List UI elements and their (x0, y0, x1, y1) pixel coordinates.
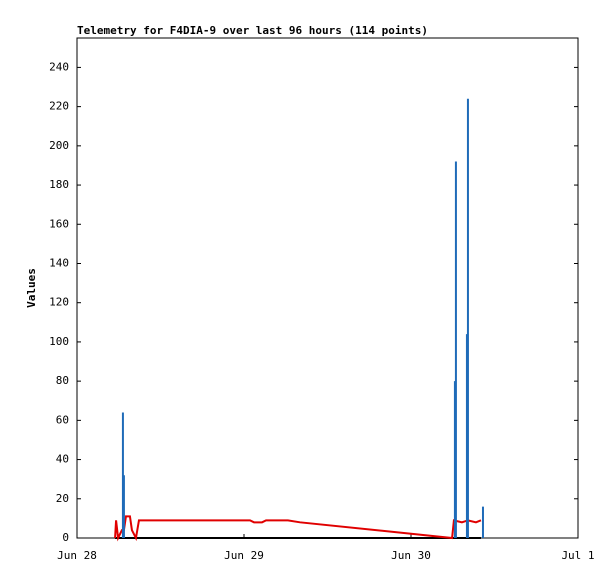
y-tick-label: 180 (49, 178, 69, 191)
x-tick-label: Jun 29 (224, 549, 264, 562)
y-tick-label: 120 (49, 296, 69, 309)
y-tick-label: 100 (49, 335, 69, 348)
chart-title: Telemetry for F4DIA-9 over last 96 hours… (77, 24, 428, 37)
series-line (114, 515, 482, 542)
y-tick-label: 140 (49, 256, 69, 269)
y-tick-label: 220 (49, 100, 69, 113)
y-tick-label: 240 (49, 60, 69, 73)
x-tick-label: Jun 30 (391, 549, 431, 562)
x-tick-label: Jul 1 (561, 549, 594, 562)
y-axis-label: Values (25, 268, 38, 308)
plot-frame (76, 37, 579, 539)
y-tick-label: 160 (49, 217, 69, 230)
y-tick-label: 40 (56, 453, 69, 466)
y-tick-label: 200 (49, 139, 69, 152)
y-tick-label: 60 (56, 413, 69, 426)
y-tick-label: 20 (56, 492, 69, 505)
y-tick-label: 80 (56, 374, 69, 387)
y-tick-label: 0 (62, 531, 69, 544)
x-tick-label: Jun 28 (57, 549, 97, 562)
